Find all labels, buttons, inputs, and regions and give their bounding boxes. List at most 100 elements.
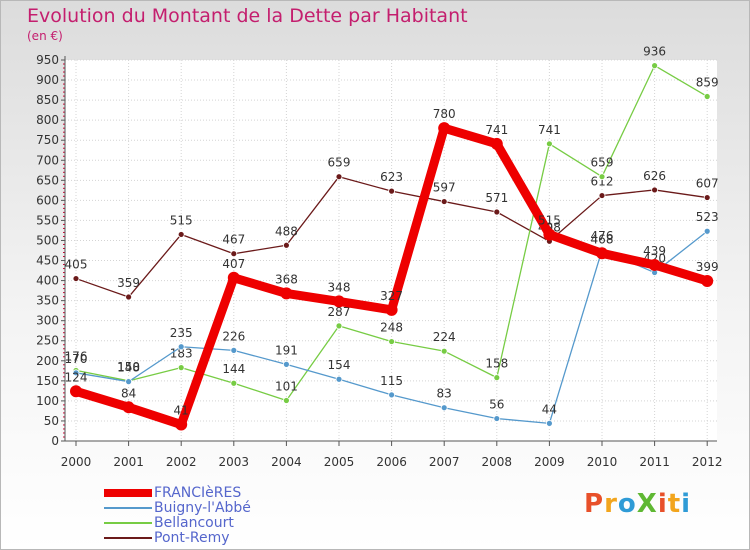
data-point-pont-remy [335, 173, 343, 181]
data-point-pont-remy [177, 231, 185, 238]
data-label-buigny-l-abb-: 148 [117, 361, 140, 375]
data-label-bellancourt: 859 [696, 75, 719, 89]
proxiti-logo: ProXiti [584, 489, 691, 519]
data-point-pont-remy [230, 250, 238, 258]
data-label-pont-remy: 488 [275, 224, 298, 238]
logo-letter: i [681, 489, 692, 519]
legend-label: Buigny-l'Abbé [154, 500, 251, 516]
y-tick-label: 850 [36, 93, 59, 107]
y-tick-label: 700 [36, 153, 59, 167]
data-label-buigny-l-abb-: 56 [489, 398, 504, 412]
legend-swatch [104, 522, 152, 524]
data-label-franci-res: 741 [485, 123, 508, 137]
data-label-pont-remy: 659 [328, 156, 351, 170]
data-label-buigny-l-abb-: 115 [380, 374, 403, 388]
data-point-franci-res [333, 295, 345, 308]
data-label-franci-res: 407 [222, 257, 245, 271]
data-point-bellancourt [177, 364, 185, 372]
y-tick-label: 750 [36, 133, 59, 147]
data-point-pont-remy [598, 192, 606, 199]
data-label-buigny-l-abb-: 226 [222, 329, 245, 343]
x-tick-label: 2003 [219, 455, 250, 469]
y-tick-label: 150 [36, 374, 59, 388]
x-tick-label: 2002 [166, 455, 197, 469]
y-tick-label: 300 [36, 314, 59, 328]
data-label-buigny-l-abb-: 191 [275, 343, 298, 357]
logo-letter: o [617, 489, 637, 519]
data-label-pont-remy: 597 [433, 181, 456, 195]
data-point-pont-remy [72, 275, 80, 282]
data-label-pont-remy: 626 [643, 169, 666, 183]
data-point-franci-res [490, 137, 503, 150]
data-label-franci-res: 515 [538, 213, 561, 227]
data-point-pont-remy [703, 194, 711, 201]
data-point-franci-res [175, 418, 188, 431]
x-tick-label: 2007 [429, 455, 460, 469]
data-point-buigny-l-abb- [230, 346, 238, 354]
data-point-buigny-l-abb- [335, 375, 343, 383]
data-label-bellancourt: 101 [275, 379, 298, 393]
data-label-franci-res: 468 [591, 232, 614, 246]
data-label-bellancourt: 741 [538, 123, 561, 137]
y-tick-label: 50 [44, 414, 59, 428]
logo-letter: t [667, 489, 682, 519]
data-point-buigny-l-abb- [282, 360, 290, 368]
data-point-franci-res [648, 258, 661, 271]
data-point-pont-remy [440, 198, 448, 205]
y-tick-label: 950 [36, 53, 59, 67]
data-label-franci-res: 439 [643, 244, 666, 258]
data-label-franci-res: 84 [121, 386, 136, 400]
data-point-buigny-l-abb- [177, 343, 185, 351]
data-label-franci-res: 124 [65, 370, 88, 384]
data-point-franci-res [543, 228, 556, 241]
logo-letter: r [604, 489, 618, 519]
data-point-franci-res [122, 401, 135, 414]
x-tick-label: 2004 [271, 455, 302, 469]
x-tick-label: 2006 [376, 455, 407, 469]
data-point-bellancourt [598, 173, 606, 181]
data-label-pont-remy: 405 [65, 258, 88, 272]
y-tick-label: 250 [36, 334, 59, 348]
data-point-pont-remy [388, 187, 396, 195]
data-label-franci-res: 41 [174, 404, 189, 418]
data-point-bellancourt [388, 338, 396, 345]
data-label-buigny-l-abb-: 476 [591, 229, 614, 243]
y-tick-label: 500 [36, 233, 59, 247]
x-tick-label: 2008 [482, 455, 513, 469]
data-point-pont-remy [282, 241, 290, 249]
x-tick-label: 2011 [639, 455, 670, 469]
data-label-pont-remy: 623 [380, 170, 403, 184]
data-label-buigny-l-abb-: 523 [696, 210, 719, 224]
data-label-bellancourt: 176 [65, 349, 88, 363]
data-point-bellancourt [651, 62, 658, 70]
data-point-franci-res [596, 247, 608, 260]
data-point-franci-res [227, 271, 240, 284]
data-point-bellancourt [230, 379, 238, 387]
logo-letter: X [636, 489, 658, 519]
data-label-franci-res: 780 [433, 107, 456, 121]
data-label-bellancourt: 659 [591, 156, 614, 170]
data-label-pont-remy: 612 [591, 175, 614, 189]
legend-label: Bellancourt [154, 515, 234, 531]
data-point-franci-res [70, 385, 82, 398]
y-tick-label: 800 [36, 113, 59, 127]
data-label-bellancourt: 158 [485, 357, 508, 371]
y-tick-label: 200 [36, 354, 59, 368]
data-label-buigny-l-abb-: 83 [437, 387, 452, 401]
unit-label: (en €) [27, 29, 63, 43]
data-point-bellancourt [546, 140, 553, 148]
data-point-buigny-l-abb- [493, 415, 501, 422]
data-label-buigny-l-abb-: 235 [170, 326, 193, 340]
data-label-bellancourt: 248 [380, 321, 403, 335]
y-tick-label: 0 [51, 434, 59, 448]
data-point-pont-remy [125, 293, 132, 301]
x-tick-label: 2009 [534, 455, 565, 469]
data-point-buigny-l-abb- [703, 227, 711, 235]
data-label-bellancourt: 144 [222, 362, 245, 376]
data-label-buigny-l-abb-: 44 [542, 402, 557, 416]
y-tick-label: 100 [36, 394, 59, 408]
y-tick-label: 550 [36, 213, 59, 227]
data-point-franci-res [280, 287, 293, 300]
data-point-buigny-l-abb- [125, 378, 132, 386]
